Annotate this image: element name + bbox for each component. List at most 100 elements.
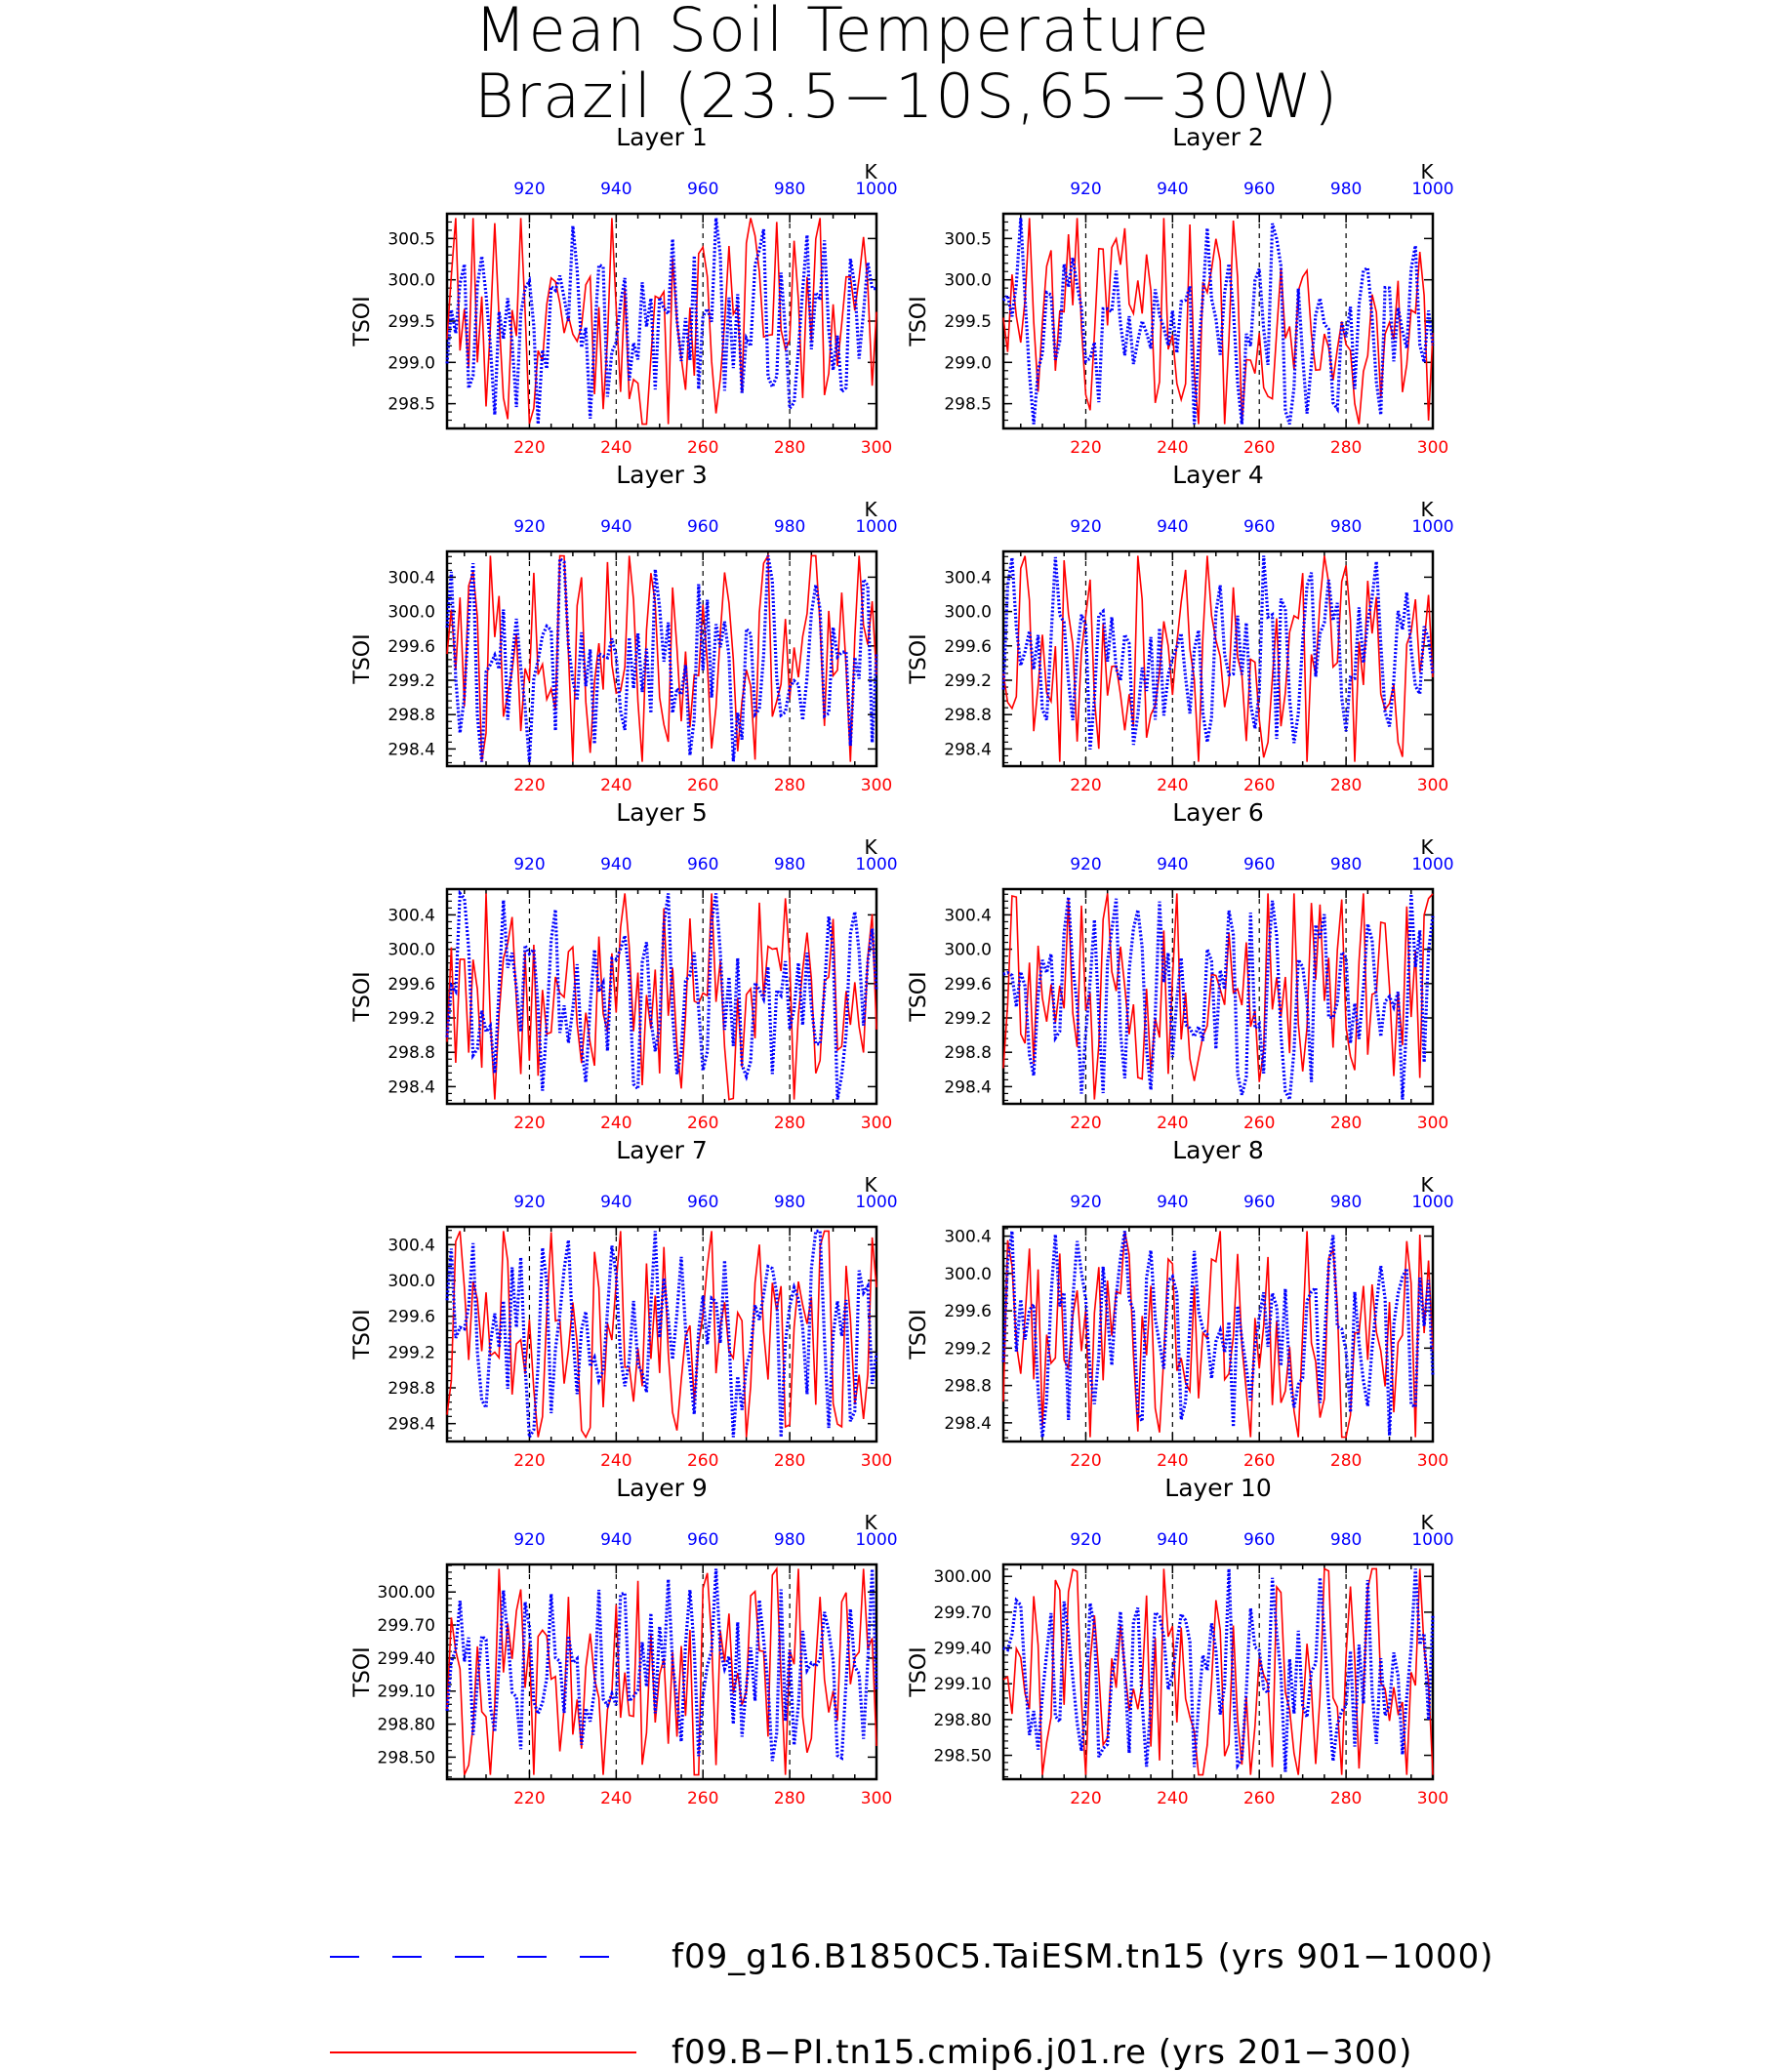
panel-title: Layer 9 [616,1474,708,1502]
top-x-tick-label: 920 [513,517,545,537]
bottom-x-tick-label: 280 [1330,1451,1362,1471]
top-axis-unit-label: K [864,1511,877,1534]
top-x-tick-label: 960 [1243,1530,1275,1550]
top-x-tick-label: 960 [687,1193,718,1212]
bottom-x-tick-label: 240 [1157,1451,1188,1471]
y-tick-label: 298.8 [944,1043,992,1063]
top-x-tick-label: 960 [687,1530,718,1550]
top-x-tick-label: 980 [1330,1193,1362,1212]
y-tick-label: 299.2 [944,1009,992,1029]
bottom-x-tick-label: 260 [687,1789,718,1808]
y-tick-label: 299.2 [387,1343,435,1362]
y-tick-label: 299.0 [944,353,992,373]
y-tick-label: 298.4 [944,1414,992,1434]
bottom-x-tick-label: 260 [1243,438,1275,458]
y-axis-title: TSOI [907,633,931,684]
y-tick-label: 299.0 [387,353,435,373]
top-x-tick-label: 980 [774,855,805,874]
top-x-tick-label: 940 [1157,180,1188,199]
top-x-tick-label: 1000 [855,517,897,537]
y-tick-label: 300.4 [387,1236,435,1255]
series-line-blue [445,1229,878,1442]
bottom-x-tick-label: 220 [513,1789,545,1808]
top-x-tick-label: 1000 [855,1193,897,1212]
bottom-x-tick-label: 280 [1330,776,1362,795]
plot-frame [1001,1563,1435,1781]
top-x-tick-label: 960 [687,517,718,537]
bottom-x-tick-label: 240 [1157,438,1188,458]
panel-title: Layer 3 [616,461,708,489]
top-x-tick-label: 960 [1243,855,1275,874]
bottom-x-tick-label: 220 [513,776,545,795]
panel-title: Layer 7 [616,1136,708,1164]
bottom-x-tick-label: 280 [1330,1114,1362,1133]
panel-title: Layer 2 [1172,123,1264,151]
top-x-tick-label: 940 [1157,1530,1188,1550]
bottom-x-tick-label: 280 [774,1789,805,1808]
top-axis-unit-label: K [1420,160,1434,183]
y-tick-label: 299.2 [387,671,435,691]
y-tick-label: 299.70 [378,1616,435,1636]
bottom-x-tick-label: 260 [1243,1451,1275,1471]
y-tick-label: 298.5 [944,395,992,415]
bottom-x-tick-label: 240 [600,1114,631,1133]
bottom-x-tick-label: 220 [513,1451,545,1471]
top-x-tick-label: 920 [1070,1530,1101,1550]
y-tick-label: 298.5 [387,395,435,415]
plot-frame [445,549,878,768]
series-line-red [1002,893,1434,1100]
bottom-x-tick-label: 260 [1243,1114,1275,1133]
y-tick-label: 298.8 [387,706,435,725]
top-x-tick-label: 1000 [855,1530,897,1550]
series-line-blue [445,889,878,1100]
bottom-x-tick-label: 280 [1330,438,1362,458]
y-tick-label: 298.8 [387,1043,435,1063]
top-x-tick-label: 1000 [855,855,897,874]
bottom-x-tick-label: 300 [1417,438,1448,458]
y-tick-label: 298.80 [378,1716,435,1735]
bottom-x-tick-label: 220 [513,1114,545,1133]
y-tick-label: 300.0 [387,271,435,291]
y-tick-label: 300.0 [387,941,435,960]
y-tick-label: 298.4 [944,740,992,759]
top-x-tick-label: 940 [600,1193,631,1212]
plot-frame [1001,549,1435,768]
top-x-tick-label: 940 [1157,855,1188,874]
bottom-x-tick-label: 220 [1070,776,1101,795]
series-line-red [1002,1231,1434,1439]
top-x-tick-label: 960 [687,180,718,199]
y-tick-label: 300.4 [944,906,992,925]
y-tick-label: 299.6 [944,1302,992,1321]
bottom-x-tick-label: 240 [1157,1789,1188,1808]
bottom-x-tick-label: 300 [1417,1789,1448,1808]
y-tick-label: 300.5 [944,229,992,249]
bottom-x-tick-label: 260 [687,1114,718,1133]
bottom-x-tick-label: 220 [1070,1789,1101,1808]
top-axis-unit-label: K [864,160,877,183]
bottom-x-tick-label: 280 [774,1451,805,1471]
bottom-x-tick-label: 240 [1157,1114,1188,1133]
y-tick-label: 299.40 [934,1640,992,1659]
bottom-x-tick-label: 240 [600,438,631,458]
panel-title: Layer 5 [616,798,708,827]
y-tick-label: 298.4 [387,1415,435,1435]
bottom-x-tick-label: 240 [600,776,631,795]
y-tick-label: 298.50 [378,1748,435,1767]
bottom-x-tick-label: 280 [1330,1789,1362,1808]
bottom-x-tick-label: 220 [513,438,545,458]
bottom-x-tick-label: 300 [861,1451,892,1471]
y-axis-title: TSOI [350,296,375,346]
top-axis-unit-label: K [864,1173,877,1197]
top-axis-unit-label: K [1420,1511,1434,1534]
bottom-x-tick-label: 300 [861,1114,892,1133]
y-tick-label: 300.4 [944,568,992,588]
series-line-red [446,218,877,426]
bottom-x-tick-label: 260 [1243,776,1275,795]
top-axis-unit-label: K [864,835,877,859]
y-axis-title: TSOI [907,971,931,1022]
